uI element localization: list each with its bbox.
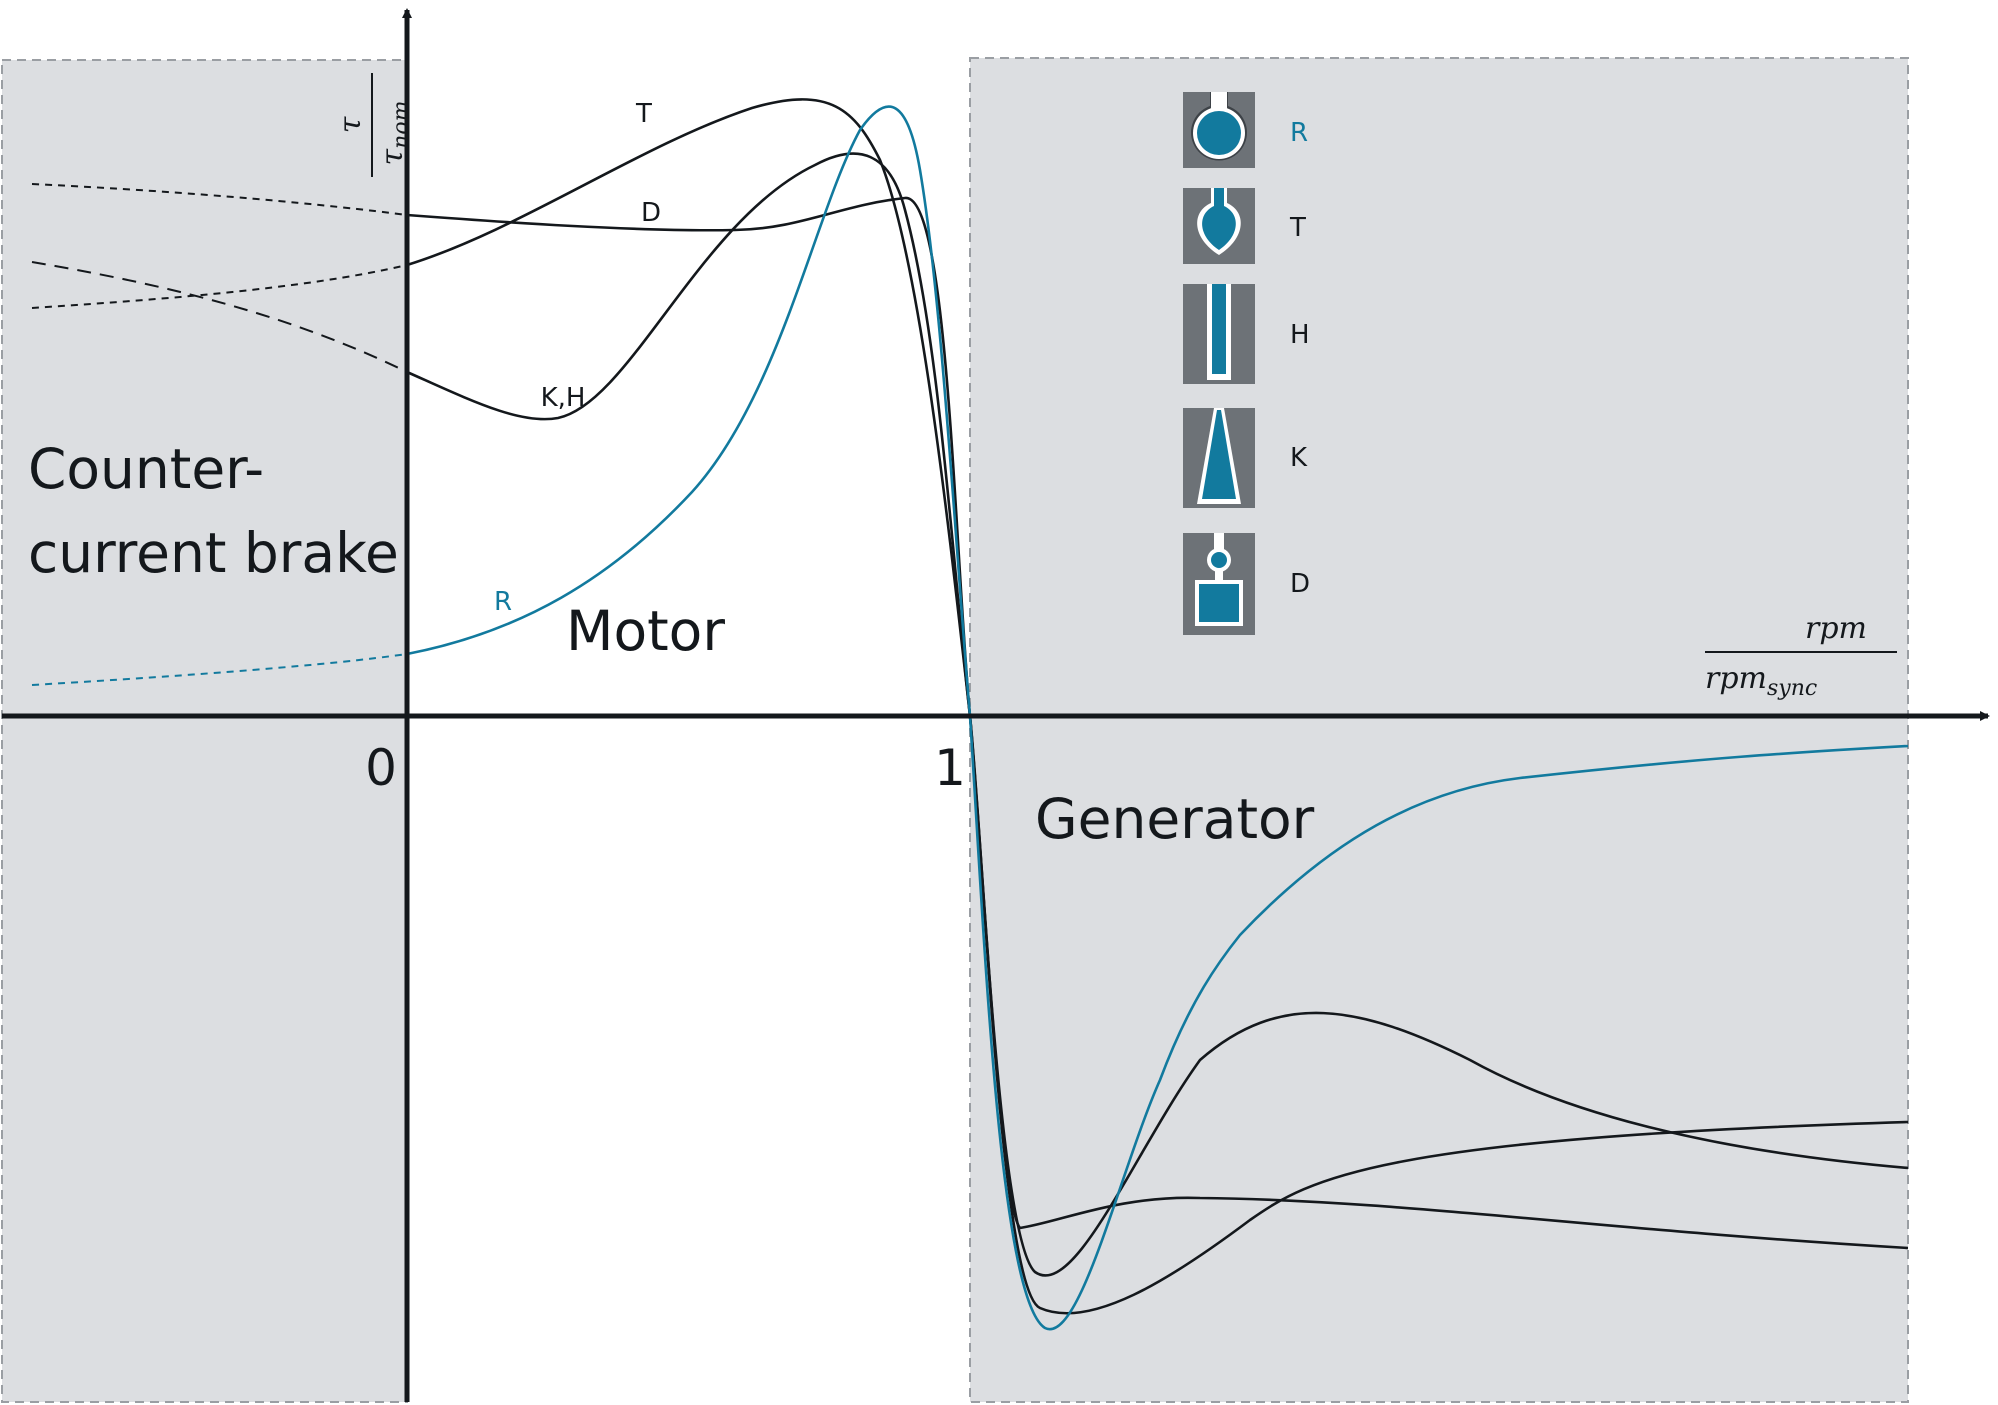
round-bar-rotor-icon xyxy=(1183,92,1255,168)
legend-label-h: H xyxy=(1290,320,1310,350)
legend-label-k: K xyxy=(1290,443,1308,473)
region-label-motor: Motor xyxy=(566,599,725,663)
curve-label-r: R xyxy=(494,587,512,617)
curve-r xyxy=(406,105,1909,1331)
curve-t-brake-extension xyxy=(31,183,408,216)
double-cage-rotor-icon xyxy=(1183,533,1255,635)
x-label-denominator-sub: sync xyxy=(1767,676,1817,701)
curve-label-kh: K,H xyxy=(541,383,586,413)
region-label-brake-line2: current brake xyxy=(28,521,399,585)
region-label-generator: Generator xyxy=(1035,787,1315,851)
tick-label-zero: 0 xyxy=(365,739,397,797)
wedge-bar-rotor-icon xyxy=(1183,408,1255,508)
region-label-brake-line1: Counter- xyxy=(28,437,264,501)
generator-region xyxy=(969,57,1909,1403)
drop-bar-rotor-icon xyxy=(1183,188,1255,264)
curve-kh-brake-extension xyxy=(31,261,408,373)
curve-label-t: T xyxy=(635,99,652,129)
x-axis-label: rpm rpmsync xyxy=(1705,611,1897,701)
legend-label-d: D xyxy=(1290,569,1310,599)
brake-region xyxy=(1,59,408,1403)
curve-label-d: D xyxy=(641,198,661,228)
x-label-numerator: rpm xyxy=(1805,611,1867,646)
curve-kh xyxy=(406,152,1909,1277)
deep-bar-rotor-icon xyxy=(1183,284,1255,384)
y-label-numerator: τ xyxy=(333,116,368,133)
tick-label-one: 1 xyxy=(934,739,966,797)
rotor-slot-legend: R T H K xyxy=(1183,92,1310,635)
y-label-denominator: τnom xyxy=(375,101,414,166)
y-label-denominator-sub: nom xyxy=(389,101,414,149)
y-axis-label: τ τnom xyxy=(333,73,414,177)
legend-label-t: T xyxy=(1289,213,1306,243)
curve-d-brake-extension xyxy=(31,264,408,309)
curve-r-brake-extension xyxy=(31,653,408,686)
x-label-denominator: rpmsync xyxy=(1705,661,1817,701)
legend-label-r: R xyxy=(1290,118,1308,148)
